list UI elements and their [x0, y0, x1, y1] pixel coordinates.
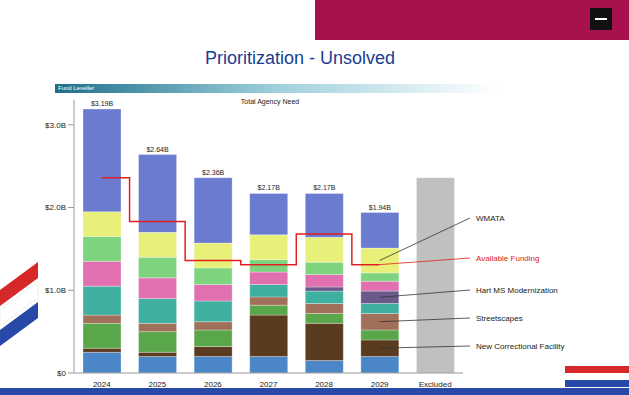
svg-text:$2.17B: $2.17B	[258, 184, 281, 191]
svg-text:2027: 2027	[260, 380, 278, 389]
svg-text:$2.36B: $2.36B	[202, 169, 225, 176]
svg-text:2029: 2029	[371, 380, 389, 389]
svg-text:New Correctional Facility: New Correctional Facility	[476, 342, 564, 351]
svg-text:$3.19B: $3.19B	[91, 100, 114, 107]
svg-text:$1.0B: $1.0B	[45, 286, 66, 295]
svg-text:Streetscapes: Streetscapes	[476, 314, 523, 323]
svg-text:$0: $0	[57, 369, 66, 378]
svg-text:Hart MS Modernization: Hart MS Modernization	[476, 286, 558, 295]
svg-text:$2.0B: $2.0B	[45, 203, 66, 212]
svg-text:Excluded: Excluded	[419, 380, 452, 389]
svg-text:$2.17B: $2.17B	[313, 184, 336, 191]
svg-text:2028: 2028	[315, 380, 333, 389]
html-text:Fund Leveller: Fund Leveller	[58, 85, 95, 91]
svg-text:$2.64B: $2.64B	[146, 146, 169, 153]
svg-text:2026: 2026	[204, 380, 222, 389]
svg-text:Available Funding: Available Funding	[476, 254, 539, 263]
svg-text:WMATA: WMATA	[476, 214, 505, 223]
svg-text:2024: 2024	[93, 380, 111, 389]
svg-text:$1.94B: $1.94B	[369, 204, 392, 211]
svg-text:2025: 2025	[148, 380, 166, 389]
html-text:Total Agency Need: Total Agency Need	[240, 98, 300, 105]
svg-text:$3.0B: $3.0B	[45, 121, 66, 130]
html-text:Prioritization - Unsolved: Prioritization - Unsolved	[205, 48, 395, 68]
